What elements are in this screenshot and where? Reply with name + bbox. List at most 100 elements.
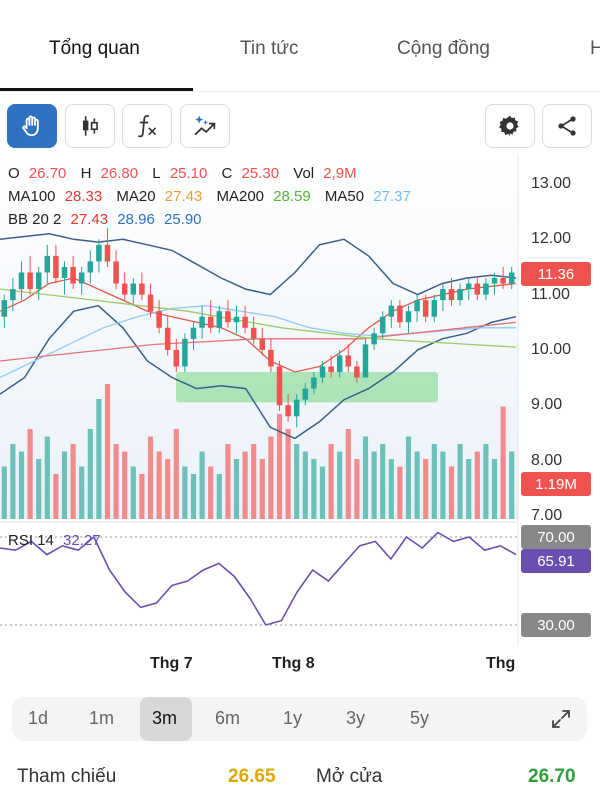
volume-bar xyxy=(79,466,85,519)
volume-tag: 1.19M xyxy=(521,472,591,496)
volume-bar xyxy=(233,459,240,519)
volume-bar xyxy=(225,444,231,519)
candle-body xyxy=(259,338,266,350)
candle-body xyxy=(121,283,128,295)
candle-body xyxy=(483,283,489,295)
candle-body xyxy=(182,338,188,367)
volume-bar xyxy=(27,429,33,519)
open-price-value: 26.70 xyxy=(528,766,576,787)
reference-price-value: 26.65 xyxy=(228,766,276,787)
volume-bar xyxy=(18,451,25,519)
candle-body xyxy=(130,283,137,295)
volume-bar xyxy=(466,459,472,519)
y-tick-label: 11.00 xyxy=(531,286,570,303)
volume-bar xyxy=(242,451,248,519)
open-label: O xyxy=(8,165,20,182)
candle-body xyxy=(336,355,343,373)
volume-bar xyxy=(147,436,154,519)
candle-body xyxy=(328,366,334,373)
candle-body xyxy=(18,272,25,290)
bb-lower-line xyxy=(0,304,517,440)
function-icon xyxy=(138,115,156,138)
candlestick-icon xyxy=(82,116,98,136)
share-button[interactable] xyxy=(542,104,592,148)
candle-body xyxy=(207,316,214,328)
candle-body xyxy=(397,305,403,323)
candle-body xyxy=(216,311,223,328)
timeframe-1y[interactable]: 1y xyxy=(283,708,303,728)
ma50-line xyxy=(0,305,516,379)
reference-price-label: Tham chiếu xyxy=(17,766,117,787)
indicators-button[interactable] xyxy=(122,104,172,148)
candle-body xyxy=(35,272,42,290)
candle-body xyxy=(457,289,463,301)
timeframe-3y[interactable]: 3y xyxy=(346,708,366,728)
candle-body xyxy=(474,283,481,295)
timeframe-1d[interactable]: 1d xyxy=(28,708,49,728)
candle-body xyxy=(10,289,16,301)
tab-more[interactable]: H xyxy=(590,38,600,59)
bb-lower-value: 25.90 xyxy=(163,211,202,228)
volume-bar xyxy=(139,474,145,519)
rsi-value-tag: 65.91 xyxy=(521,549,591,573)
volume-bar xyxy=(474,451,480,519)
volume-bar xyxy=(199,451,205,519)
expand-button[interactable] xyxy=(549,707,573,736)
volume-bar xyxy=(440,451,446,519)
bb-mid-value: 27.43 xyxy=(70,211,109,228)
candle-body xyxy=(104,244,111,262)
volume-bar xyxy=(509,451,515,519)
high-value: 26.80 xyxy=(100,165,139,182)
candle-body xyxy=(491,278,498,284)
volume-bar xyxy=(268,436,274,519)
volume-bar xyxy=(483,444,489,519)
volume-bar xyxy=(216,474,222,519)
candle-body xyxy=(371,333,377,345)
timeframe-1m[interactable]: 1m xyxy=(89,708,115,728)
tab-news[interactable]: Tin tức xyxy=(240,38,299,59)
ma20-value: 27.43 xyxy=(164,188,203,205)
candle-body xyxy=(440,289,446,301)
sparkle-chart-icon xyxy=(194,115,216,136)
volume-bar xyxy=(500,406,506,519)
timeframe-5y[interactable]: 5y xyxy=(410,708,430,728)
candle-body xyxy=(61,266,68,279)
volume-bar xyxy=(44,436,50,519)
ma200-value: 28.59 xyxy=(273,188,311,205)
candle-body xyxy=(78,272,85,284)
x-tick-label: Thg xyxy=(486,655,516,672)
candle-body xyxy=(250,327,257,339)
candle-body xyxy=(379,316,386,334)
rsi-label: RSI 14 xyxy=(8,532,54,549)
volume-bar xyxy=(165,459,171,519)
ai-analysis-button[interactable] xyxy=(180,104,230,148)
settings-button[interactable] xyxy=(485,104,535,148)
volume-bar xyxy=(70,444,76,519)
timeframe-6m[interactable]: 6m xyxy=(215,708,241,728)
bb-legend: BB 20 2 27.43 28.96 25.90 xyxy=(8,211,207,228)
tab-community[interactable]: Cộng đồng xyxy=(397,38,490,59)
volume-bar xyxy=(104,384,111,519)
candle-body xyxy=(113,261,119,284)
open-price-label: Mở cửa xyxy=(316,766,383,787)
hand-tool-button[interactable] xyxy=(7,104,57,148)
candle-body xyxy=(388,305,395,317)
close-label: C xyxy=(221,165,233,182)
candle-body xyxy=(1,300,8,317)
chart-type-button[interactable] xyxy=(65,104,115,148)
ma200-label: MA200 xyxy=(216,188,265,205)
candle-body xyxy=(96,244,102,262)
rsi-upper-tag: 70.00 xyxy=(521,525,591,549)
volume-bar xyxy=(319,466,326,519)
candle-body xyxy=(44,255,51,273)
volume-bar xyxy=(10,444,16,519)
volume-bar xyxy=(405,436,412,519)
candle-body xyxy=(27,272,33,290)
support-zone xyxy=(176,372,438,403)
timeframe-3m[interactable]: 3m xyxy=(152,708,178,728)
ma200-line xyxy=(0,288,517,348)
candle-body xyxy=(448,289,455,301)
tab-overview[interactable]: Tổng quan xyxy=(49,38,140,59)
y-tick-label: 12.00 xyxy=(531,230,572,247)
